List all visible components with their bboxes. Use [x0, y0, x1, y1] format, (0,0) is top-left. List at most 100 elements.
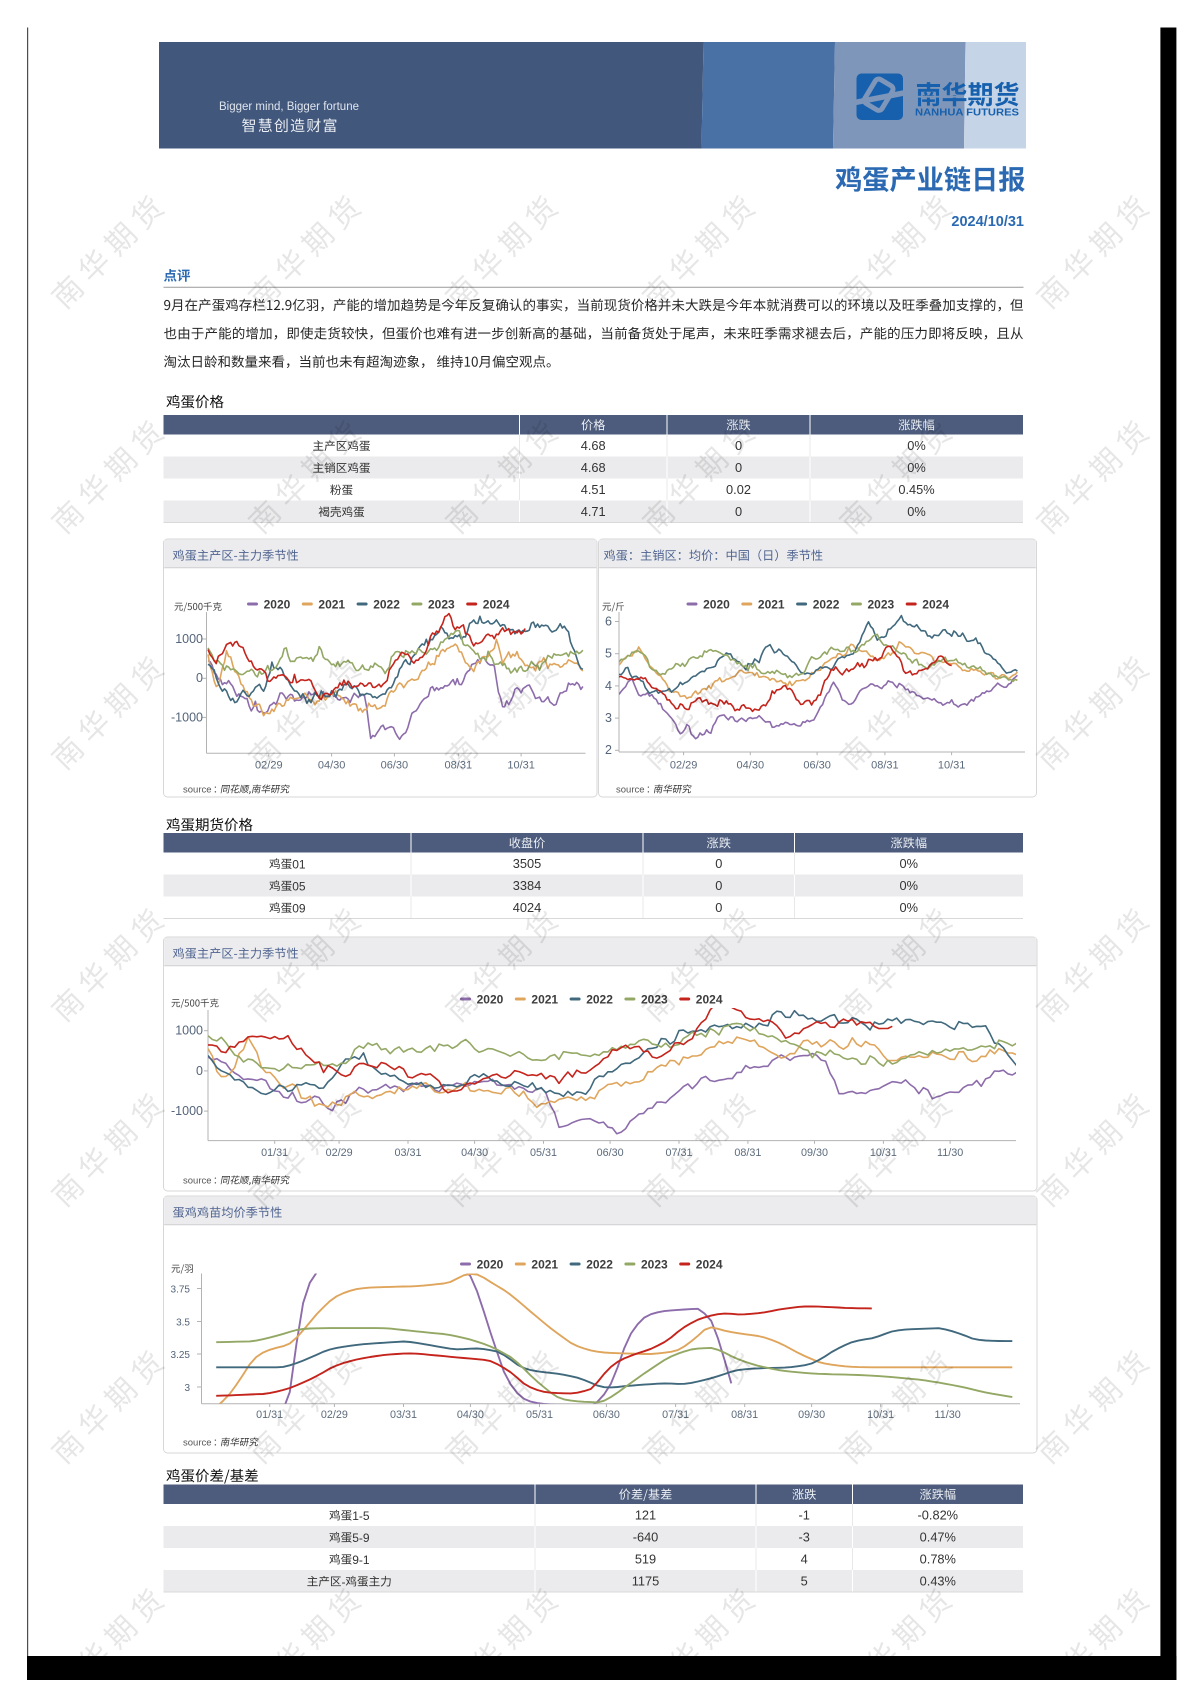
svg-text:1175: 1175 [632, 1574, 660, 1589]
svg-text:06/30: 06/30 [803, 760, 831, 772]
svg-text:-: - [342, 1575, 346, 1589]
svg-text:2021: 2021 [531, 992, 558, 1006]
svg-text:Bigger mind, Bigger fortune: Bigger mind, Bigger fortune [219, 101, 359, 113]
svg-text:09: 09 [292, 901, 306, 915]
svg-text:05/31: 05/31 [530, 1147, 557, 1159]
svg-text:3.5: 3.5 [176, 1317, 190, 1328]
svg-text:03/31: 03/31 [394, 1147, 421, 1159]
svg-text:2024: 2024 [696, 1257, 723, 1271]
svg-text:2023: 2023 [641, 1257, 668, 1271]
svg-text:04/30: 04/30 [318, 760, 346, 772]
svg-text:0%: 0% [907, 504, 926, 519]
svg-text:0%: 0% [907, 438, 926, 453]
svg-text:-1000: -1000 [171, 710, 203, 724]
svg-text:2021: 2021 [531, 1257, 558, 1271]
svg-text:4: 4 [605, 679, 612, 693]
svg-text:0.43%: 0.43% [920, 1574, 956, 1589]
svg-text:0.45%: 0.45% [898, 482, 934, 497]
svg-text:08/31: 08/31 [734, 1147, 761, 1159]
svg-text:0.47%: 0.47% [920, 1530, 956, 1545]
svg-text:2023: 2023 [428, 597, 455, 611]
svg-text:4: 4 [801, 1552, 808, 1567]
svg-text:3384: 3384 [513, 878, 541, 893]
svg-text:4.68: 4.68 [581, 460, 606, 475]
svg-text:05/31: 05/31 [526, 1409, 553, 1421]
svg-text:2021: 2021 [318, 597, 345, 611]
svg-text:-1000: -1000 [171, 1104, 203, 1118]
svg-text:source: source [183, 1438, 212, 1449]
svg-text:source: source [183, 785, 212, 796]
svg-text:5: 5 [801, 1574, 808, 1589]
svg-text:2023: 2023 [868, 597, 895, 611]
svg-text:07/31: 07/31 [665, 1147, 692, 1159]
svg-text:2022: 2022 [813, 597, 840, 611]
svg-text:-0.82%: -0.82% [918, 1508, 959, 1523]
svg-text:02/29: 02/29 [326, 1147, 353, 1159]
svg-text:06/30: 06/30 [593, 1409, 620, 1421]
svg-text:0%: 0% [900, 878, 919, 893]
svg-text:10/31: 10/31 [507, 760, 535, 772]
svg-text:2022: 2022 [586, 992, 613, 1006]
svg-text:0: 0 [735, 504, 742, 519]
svg-text:4.68: 4.68 [581, 438, 606, 453]
svg-text:-1: -1 [799, 1508, 810, 1523]
svg-text:10/31: 10/31 [938, 760, 966, 772]
svg-text:07/31: 07/31 [662, 1409, 689, 1421]
svg-text:0: 0 [715, 856, 722, 871]
svg-text:01: 01 [292, 857, 306, 871]
svg-text:06/30: 06/30 [597, 1147, 624, 1159]
svg-text:NANHUA FUTURES: NANHUA FUTURES [915, 108, 1019, 119]
svg-text:04/30: 04/30 [461, 1147, 488, 1159]
svg-text:0.02: 0.02 [726, 482, 751, 497]
svg-text:4024: 4024 [513, 900, 541, 915]
svg-text:04/30: 04/30 [457, 1409, 484, 1421]
svg-text:0: 0 [735, 438, 742, 453]
svg-text:source: source [616, 785, 645, 796]
svg-text:3: 3 [184, 1383, 190, 1394]
svg-text:9-1: 9-1 [352, 1553, 370, 1567]
svg-text:08/31: 08/31 [731, 1409, 758, 1421]
svg-text:2024: 2024 [922, 597, 949, 611]
svg-text:06/30: 06/30 [381, 760, 409, 772]
svg-text:01/31: 01/31 [256, 1409, 283, 1421]
svg-text:1-5: 1-5 [352, 1509, 370, 1523]
svg-text:5-9: 5-9 [352, 1531, 370, 1545]
svg-text:0: 0 [715, 900, 722, 915]
svg-text:0: 0 [196, 671, 203, 685]
svg-text:08/31: 08/31 [871, 760, 899, 772]
svg-text:source: source [183, 1176, 212, 1187]
svg-text:3505: 3505 [513, 856, 541, 871]
svg-text:02/29: 02/29 [670, 760, 698, 772]
svg-text:2020: 2020 [477, 1257, 504, 1271]
svg-text:2024: 2024 [483, 597, 510, 611]
svg-text:-3: -3 [799, 1530, 810, 1545]
svg-text:1000: 1000 [175, 632, 203, 646]
svg-text:2020: 2020 [477, 992, 504, 1006]
svg-text:03/31: 03/31 [390, 1409, 417, 1421]
svg-text:0%: 0% [900, 900, 919, 915]
svg-text:2024: 2024 [696, 992, 723, 1006]
svg-text:0%: 0% [900, 856, 919, 871]
svg-text:02/29: 02/29 [255, 760, 283, 772]
svg-text:6: 6 [605, 614, 612, 628]
svg-text:0: 0 [715, 878, 722, 893]
svg-text:0: 0 [735, 460, 742, 475]
svg-text:2020: 2020 [264, 597, 291, 611]
svg-text:0.78%: 0.78% [920, 1552, 956, 1567]
svg-text:05: 05 [292, 879, 306, 893]
svg-text:0: 0 [196, 1064, 203, 1078]
svg-text:11/30: 11/30 [934, 1409, 960, 1421]
svg-text:01/31: 01/31 [261, 1147, 288, 1159]
svg-text:2020: 2020 [703, 597, 730, 611]
svg-text:3.75: 3.75 [171, 1284, 191, 1295]
svg-text:02/29: 02/29 [321, 1409, 348, 1421]
svg-text:2: 2 [605, 743, 612, 757]
svg-text:09/30: 09/30 [798, 1409, 825, 1421]
svg-text:2021: 2021 [758, 597, 785, 611]
svg-text:5: 5 [605, 647, 612, 661]
svg-text:2024/10/31: 2024/10/31 [951, 214, 1024, 230]
svg-text:4.51: 4.51 [581, 482, 606, 497]
svg-text:3.25: 3.25 [171, 1350, 191, 1361]
svg-text:2022: 2022 [586, 1257, 613, 1271]
svg-text:04/30: 04/30 [737, 760, 765, 772]
